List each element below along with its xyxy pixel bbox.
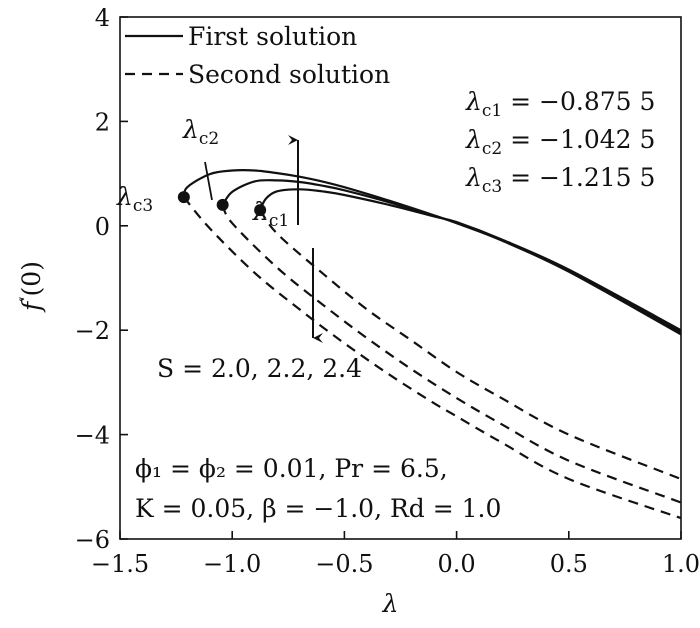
critical-point-label-c3: λc3 bbox=[116, 182, 153, 216]
critical-point-leader-c2 bbox=[204, 161, 213, 201]
s-parameter-annotation: S = 2.0, 2.2, 2.4 bbox=[157, 354, 362, 383]
x-tick-label: 0.5 bbox=[550, 550, 588, 578]
parameters-annotation-line2: K = 0.05, β = −1.0, Rd = 1.0 bbox=[135, 494, 501, 523]
series-line-second-1 bbox=[259, 209, 682, 481]
critical-point-label-c1: λc1 bbox=[252, 197, 289, 231]
series-layer bbox=[182, 168, 682, 520]
series-line-first-1 bbox=[259, 188, 682, 332]
critical-point-c2 bbox=[216, 198, 229, 211]
series-line-first-3 bbox=[182, 168, 682, 336]
critical-point-label-c2: λc2 bbox=[182, 115, 219, 149]
x-tick-label: 1.0 bbox=[662, 550, 700, 578]
critical-points-layer bbox=[177, 191, 267, 217]
x-axis-label: λ bbox=[382, 589, 399, 618]
series-line-first-2 bbox=[221, 179, 682, 334]
y-tick-label: −6 bbox=[75, 526, 110, 554]
y-tick-label: −2 bbox=[75, 317, 110, 345]
y-tick-label: 4 bbox=[95, 4, 110, 32]
critical-value-c1: λc1 = −0.875 5 bbox=[465, 87, 655, 121]
x-tick-label: −0.5 bbox=[315, 550, 373, 578]
critical-point-c1 bbox=[254, 204, 267, 217]
y-tick-label: 0 bbox=[95, 213, 110, 241]
x-tick-label: 0.0 bbox=[438, 550, 476, 578]
series-line-second-3 bbox=[182, 196, 682, 520]
ticks-layer: −1.5 −1.0 −0.5 0.0 0.5 1.0 −6 −4 −2 0 2 4 bbox=[75, 4, 700, 578]
legend: First solution Second solution bbox=[125, 22, 390, 89]
legend-label-first: First solution bbox=[188, 22, 357, 51]
critical-value-c2: λc2 = −1.042 5 bbox=[465, 125, 655, 159]
parameters-annotation-line1: ϕ₁ = ϕ₂ = 0.01, Pr = 6.5, bbox=[135, 454, 448, 483]
x-tick-label: −1.0 bbox=[203, 550, 261, 578]
critical-point-c3 bbox=[177, 191, 190, 204]
series-line-second-2 bbox=[221, 204, 682, 504]
critical-values-annotation: λc1 = −0.875 5 λc2 = −1.042 5 λc3 = −1.215… bbox=[465, 87, 655, 197]
critical-point-labels: λc1 λc2 λc3 bbox=[116, 115, 289, 231]
plot-frame bbox=[119, 16, 682, 540]
y-tick-label: −4 bbox=[75, 422, 110, 450]
y-tick-label: 2 bbox=[95, 108, 110, 136]
critical-value-c3: λc3 = −1.215 5 bbox=[465, 163, 655, 197]
legend-label-second: Second solution bbox=[188, 60, 390, 89]
y-axis-label: f″(0) bbox=[17, 261, 46, 313]
x-tick-label: −1.5 bbox=[91, 550, 149, 578]
